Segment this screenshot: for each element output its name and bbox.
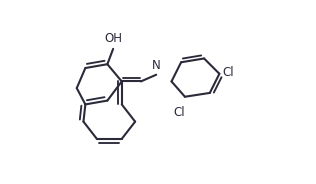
- Text: Cl: Cl: [173, 106, 185, 119]
- Text: OH: OH: [104, 32, 122, 45]
- Text: Cl: Cl: [222, 66, 234, 79]
- Text: N: N: [152, 59, 161, 72]
